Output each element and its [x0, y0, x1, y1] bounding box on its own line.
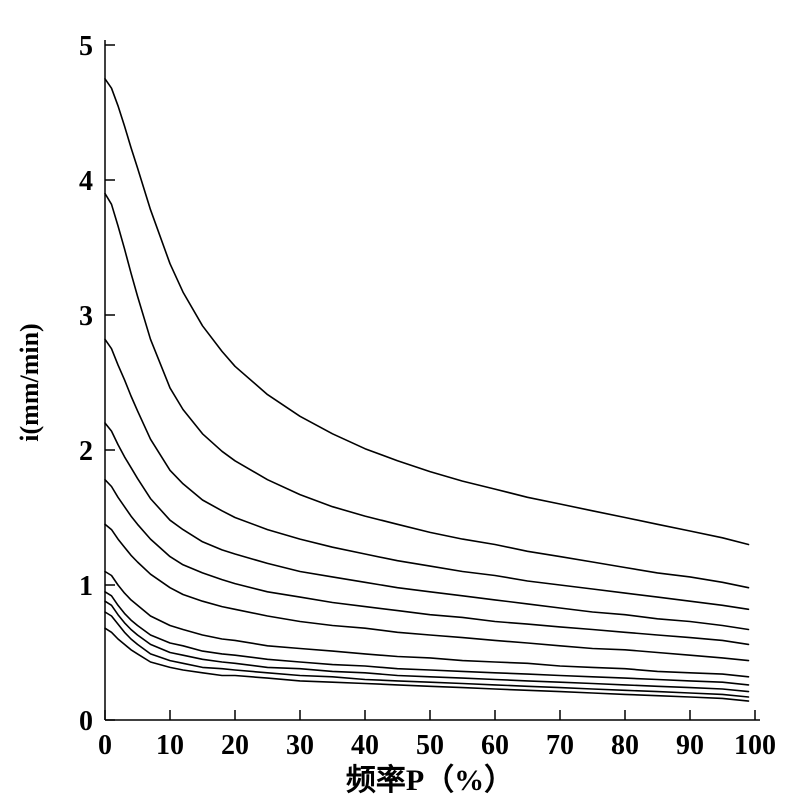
x-tick-label: 40 [351, 730, 379, 761]
x-tick-label: 50 [416, 730, 444, 761]
chart-container: 0 10 20 30 40 50 60 70 80 90 100 0 1 2 3 4 5 频率P（%） i(mm/m… [0, 0, 790, 803]
y-tick-label: 0 [79, 706, 93, 737]
y-tick-label: 3 [79, 301, 93, 332]
x-tick-label: 10 [156, 730, 184, 761]
y-tick-label: 2 [79, 436, 93, 467]
x-tick-label: 30 [286, 730, 314, 761]
x-tick-label: 60 [481, 730, 509, 761]
x-tick-label: 100 [734, 730, 776, 761]
x-tick-label: 0 [98, 730, 112, 761]
chart-bg [0, 0, 790, 803]
x-tick-label: 80 [611, 730, 639, 761]
y-tick-label: 1 [79, 571, 93, 602]
y-tick-label: 5 [79, 31, 93, 62]
x-tick-label: 90 [676, 730, 704, 761]
x-axis-label: 频率P（%） [346, 763, 514, 797]
y-tick-label: 4 [79, 166, 93, 197]
x-tick-label: 70 [546, 730, 574, 761]
x-tick-label: 20 [221, 730, 249, 761]
chart-svg: 0 10 20 30 40 50 60 70 80 90 100 0 1 2 3 4 5 频率P（%） i(mm/m… [0, 0, 790, 803]
y-axis-label: i(mm/min) [15, 323, 44, 441]
